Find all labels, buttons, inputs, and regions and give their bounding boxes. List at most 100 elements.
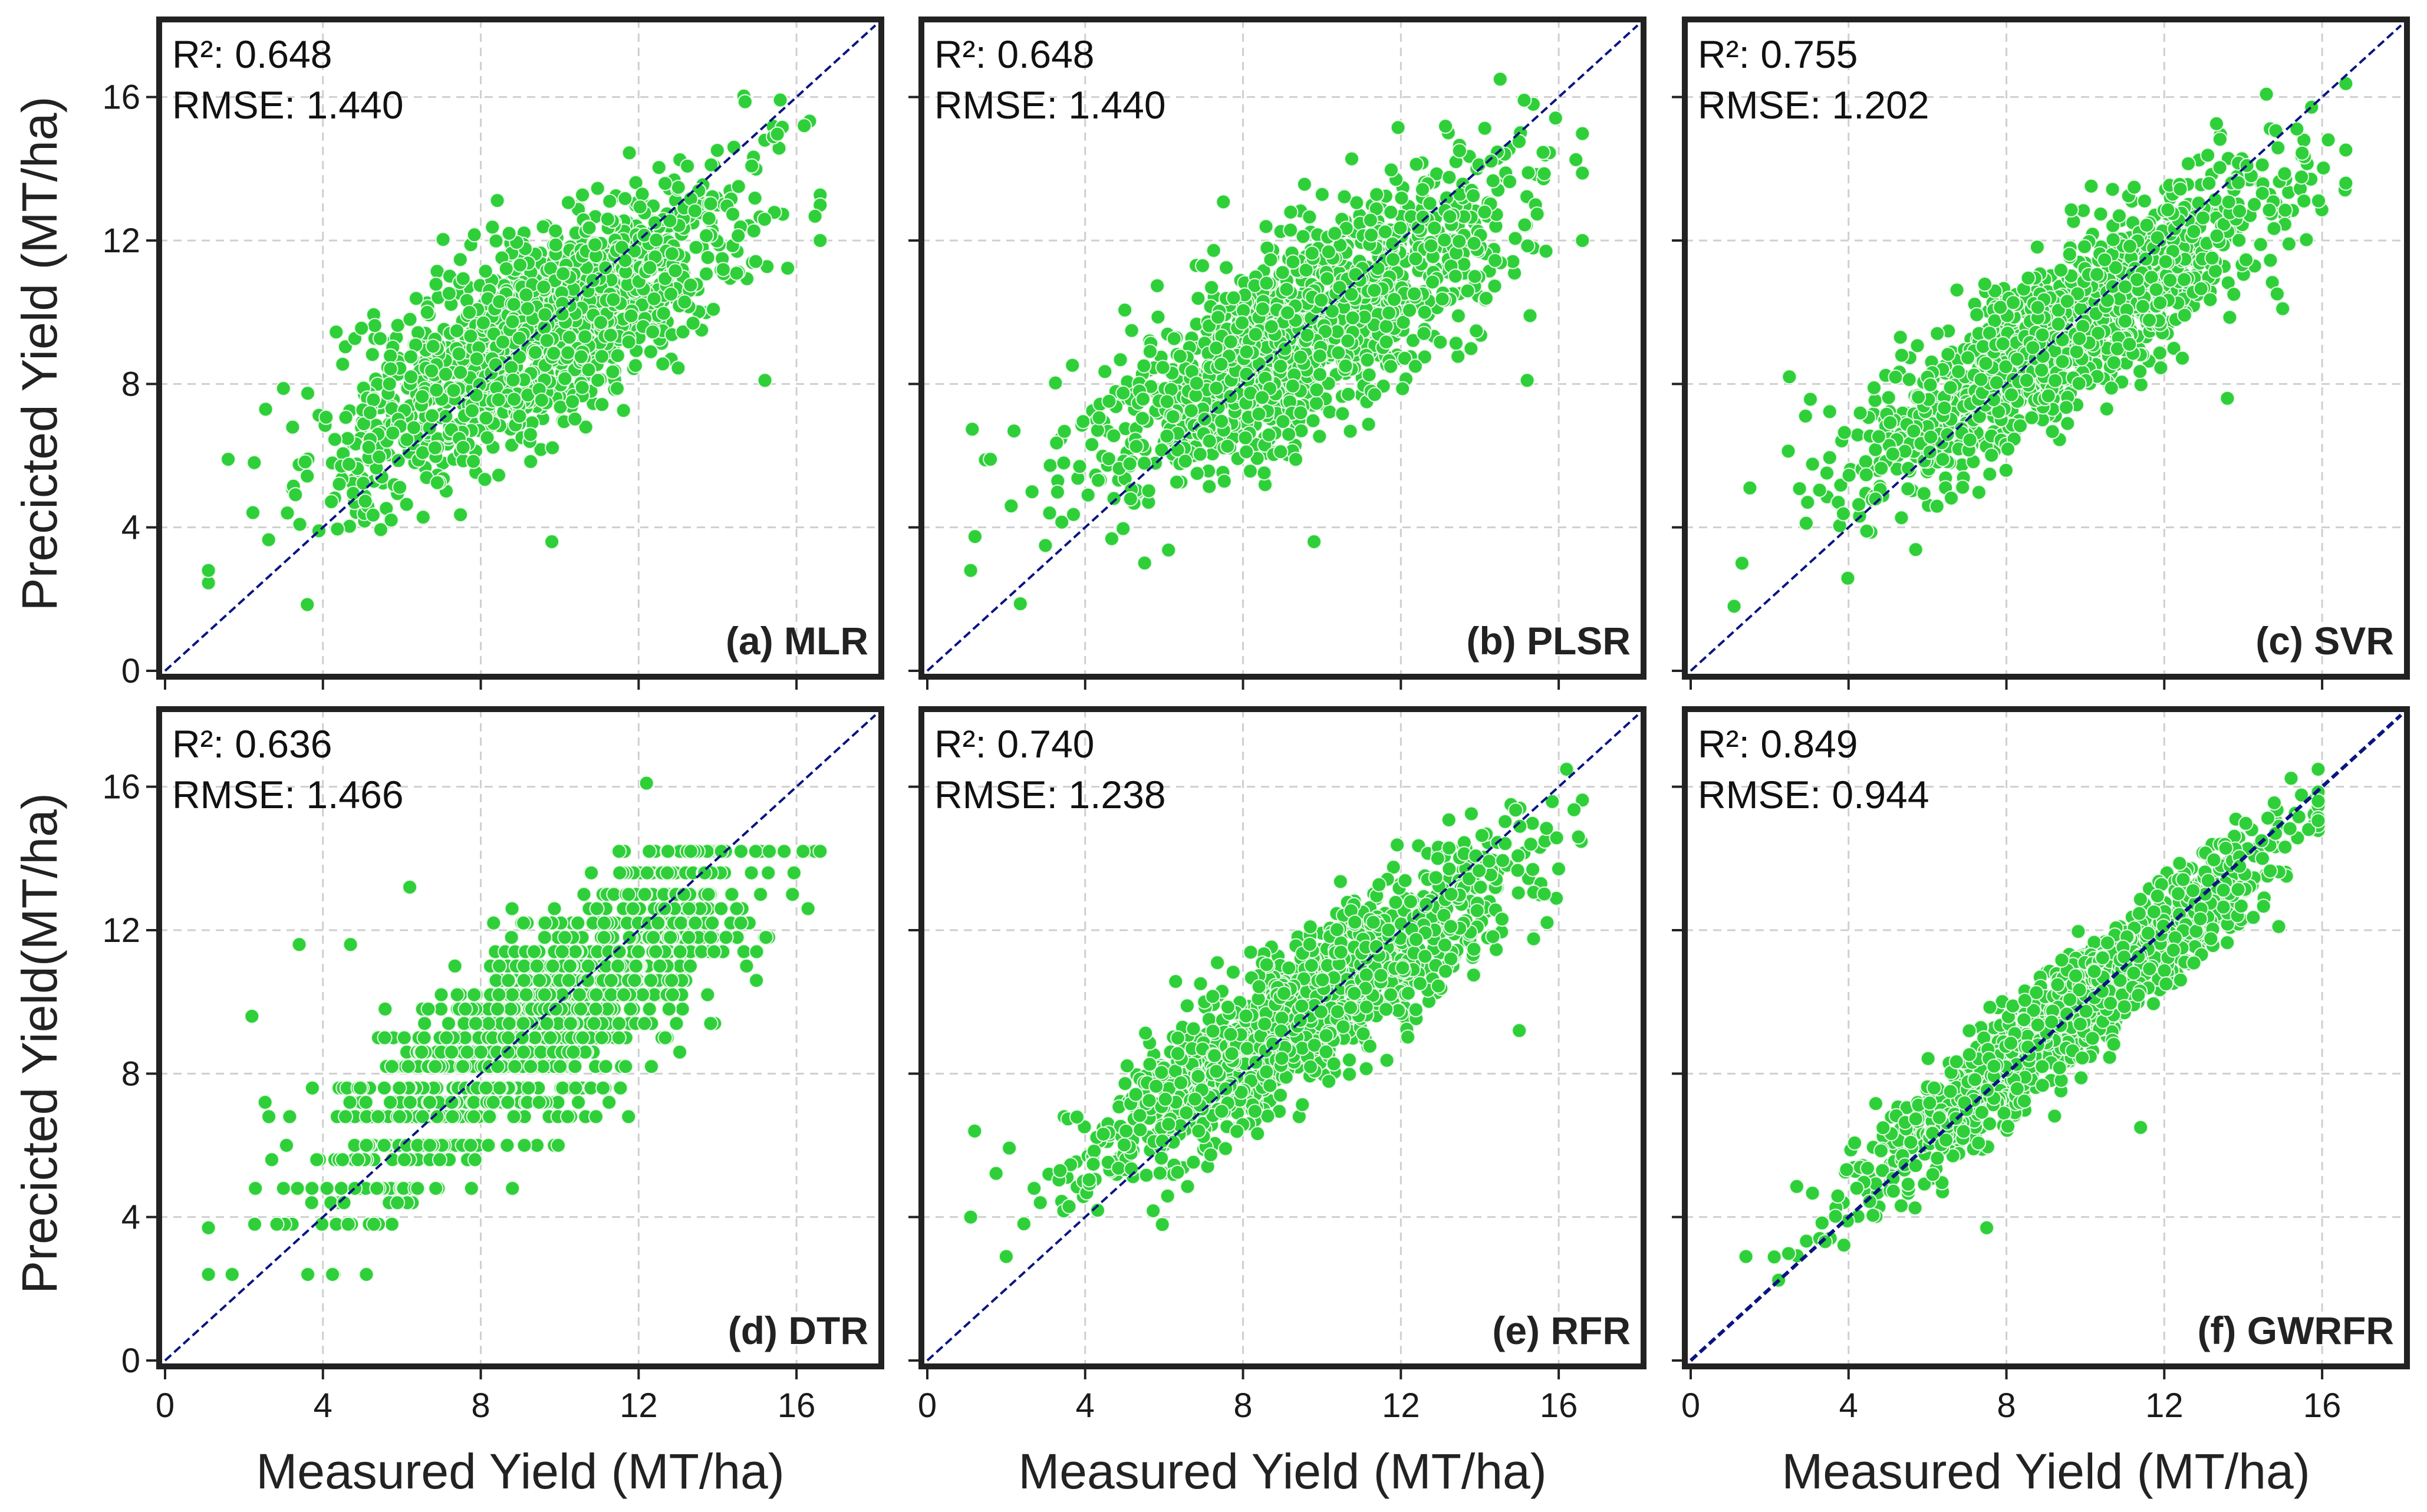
data-point [1383,358,1399,374]
data-point [1247,327,1263,342]
data-point [2316,160,2331,176]
data-point [1483,153,1499,169]
data-point [1547,110,1563,126]
data-point [1408,156,1424,172]
data-point [328,324,344,340]
data-point [1940,347,1956,363]
data-point [1104,531,1119,546]
data-point [1049,484,1065,500]
data-point [506,391,522,407]
data-point [672,944,688,960]
data-point [621,145,637,161]
data-point [1520,165,1536,180]
data-point [2097,252,2113,268]
data-point [464,403,480,419]
data-point [2060,416,2076,431]
data-point [1882,415,1898,430]
data-point [551,1138,566,1153]
data-point [1812,482,1827,498]
data-point [1115,385,1131,401]
data-point [1275,265,1290,281]
data-point [1091,472,1106,488]
data-point [2089,266,2105,282]
data-point [438,366,453,382]
data-point [2311,193,2326,209]
data-point [384,1216,400,1232]
data-point [1296,176,1312,192]
data-point [1280,305,1296,321]
data-point [377,1030,393,1046]
data-point [1159,428,1175,444]
data-point [1341,386,1356,402]
data-point [1128,439,1144,454]
data-point [505,314,521,330]
data-point [655,356,671,372]
data-point [685,315,701,331]
data-point [664,246,680,262]
data-point [1336,189,1352,205]
data-point [1195,258,1210,274]
data-point [409,291,424,307]
data-point [390,453,406,469]
data-point [1951,364,1967,380]
data-point [466,453,481,469]
data-point [2053,262,2069,278]
data-point [489,193,505,209]
data-point [275,1181,291,1196]
data-point [340,1216,356,1232]
data-point [536,930,552,946]
data-point [748,253,763,269]
data-point [594,348,610,364]
data-point [403,369,419,385]
data-point [2247,196,2263,212]
data-point [467,1152,483,1168]
data-point [1122,456,1138,472]
data-point [2148,282,2164,298]
data-point [1477,204,1493,220]
data-point [1135,410,1150,426]
data-point [429,263,445,279]
data-point [2212,160,2228,176]
y-tick-label: 8 [121,365,140,403]
data-point [2030,299,2046,315]
data-point [1135,391,1151,407]
data-point [644,1059,659,1075]
data-point [1306,534,1322,549]
data-point [1463,341,1479,357]
data-point [364,347,380,363]
data-point [2135,298,2151,314]
data-point [2253,236,2268,252]
data-point [2266,220,2282,236]
data-point [528,344,543,360]
data-point [703,196,719,212]
data-point [1216,194,1231,210]
data-point [1124,322,1140,338]
data-point [736,944,752,960]
data-point [261,532,276,548]
data-point [581,220,597,236]
data-point [1859,523,1875,539]
data-point [1901,371,1917,387]
data-point [1873,460,1889,476]
data-point [1407,358,1423,374]
data-point [2083,178,2099,194]
data-point [746,223,762,239]
data-point [2160,202,2176,218]
data-point [288,487,304,503]
data-point [1089,423,1105,438]
data-point [1988,375,2004,391]
data-point [683,277,699,293]
data-point [469,351,485,367]
data-point [1517,217,1533,233]
data-point [1345,310,1361,326]
data-point [646,291,662,307]
data-point [1324,303,1340,319]
data-point [632,199,648,215]
data-point [2232,203,2247,219]
data-point [1172,348,1188,364]
data-point [1256,465,1272,481]
data-point [1867,393,1883,409]
data-point [688,239,704,255]
data-point [744,158,760,174]
